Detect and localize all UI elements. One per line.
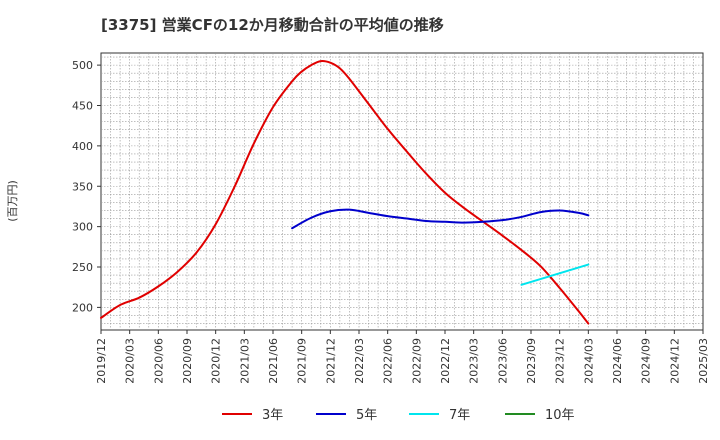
x-tick-label: 2024/09 bbox=[640, 338, 653, 384]
x-tick-label: 2024/03 bbox=[582, 338, 595, 384]
x-tick-label: 2023/09 bbox=[525, 338, 538, 384]
y-axis-label: (百万円) bbox=[6, 180, 19, 222]
x-tick-label: 2022/12 bbox=[439, 338, 452, 384]
y-tick-label: 300 bbox=[72, 221, 93, 234]
x-tick-label: 2023/03 bbox=[468, 338, 481, 384]
x-tick-label: 2020/09 bbox=[181, 338, 194, 384]
x-tick-label: 2023/06 bbox=[496, 338, 509, 384]
series-line bbox=[100, 59, 590, 325]
series-lines bbox=[100, 59, 590, 325]
x-tick-label: 2021/12 bbox=[324, 338, 337, 384]
x-tick-label: 2020/06 bbox=[152, 338, 165, 384]
legend: 3年 5年 7年 10年 bbox=[222, 408, 575, 423]
grid-lines bbox=[101, 53, 703, 330]
x-tick-label: 2022/09 bbox=[410, 338, 423, 384]
legend-label: 10年 bbox=[545, 408, 575, 423]
legend-label: 3年 bbox=[262, 408, 283, 423]
y-tick-label: 450 bbox=[72, 99, 93, 112]
x-tick-label: 2019/12 bbox=[95, 338, 108, 384]
x-tick-label: 2023/12 bbox=[554, 338, 567, 384]
x-tick-label: 2020/03 bbox=[124, 338, 137, 384]
x-tick-label: 2021/09 bbox=[296, 338, 309, 384]
x-tick-label: 2025/03 bbox=[697, 338, 710, 384]
legend-label: 7年 bbox=[449, 408, 470, 423]
y-tick-label: 500 bbox=[72, 59, 93, 72]
y-tick-label: 350 bbox=[72, 180, 93, 193]
y-tick-labels: 200 250 300 350 400 450 500 bbox=[72, 59, 101, 314]
x-tick-label: 2020/12 bbox=[210, 338, 223, 384]
x-tick-label: 2022/03 bbox=[353, 338, 366, 384]
series-line bbox=[291, 208, 590, 230]
chart-title: [3375] 営業CFの12か月移動合計の平均値の推移 bbox=[101, 16, 444, 34]
x-tick-label: 2024/06 bbox=[611, 338, 624, 384]
y-tick-label: 250 bbox=[72, 261, 93, 274]
x-tick-label: 2024/12 bbox=[668, 338, 681, 384]
plot-area bbox=[100, 52, 704, 331]
x-tick-label: 2021/03 bbox=[238, 338, 251, 384]
series-line bbox=[520, 263, 590, 286]
y-tick-label: 400 bbox=[72, 140, 93, 153]
y-tick-label: 200 bbox=[72, 301, 93, 314]
x-tick-label: 2022/06 bbox=[382, 338, 395, 384]
x-tick-label: 2021/06 bbox=[267, 338, 280, 384]
x-tick-labels: 2019/12 2020/03 2020/06 2020/09 2020/12 2021/… bbox=[95, 330, 710, 384]
legend-label: 5年 bbox=[356, 408, 377, 423]
